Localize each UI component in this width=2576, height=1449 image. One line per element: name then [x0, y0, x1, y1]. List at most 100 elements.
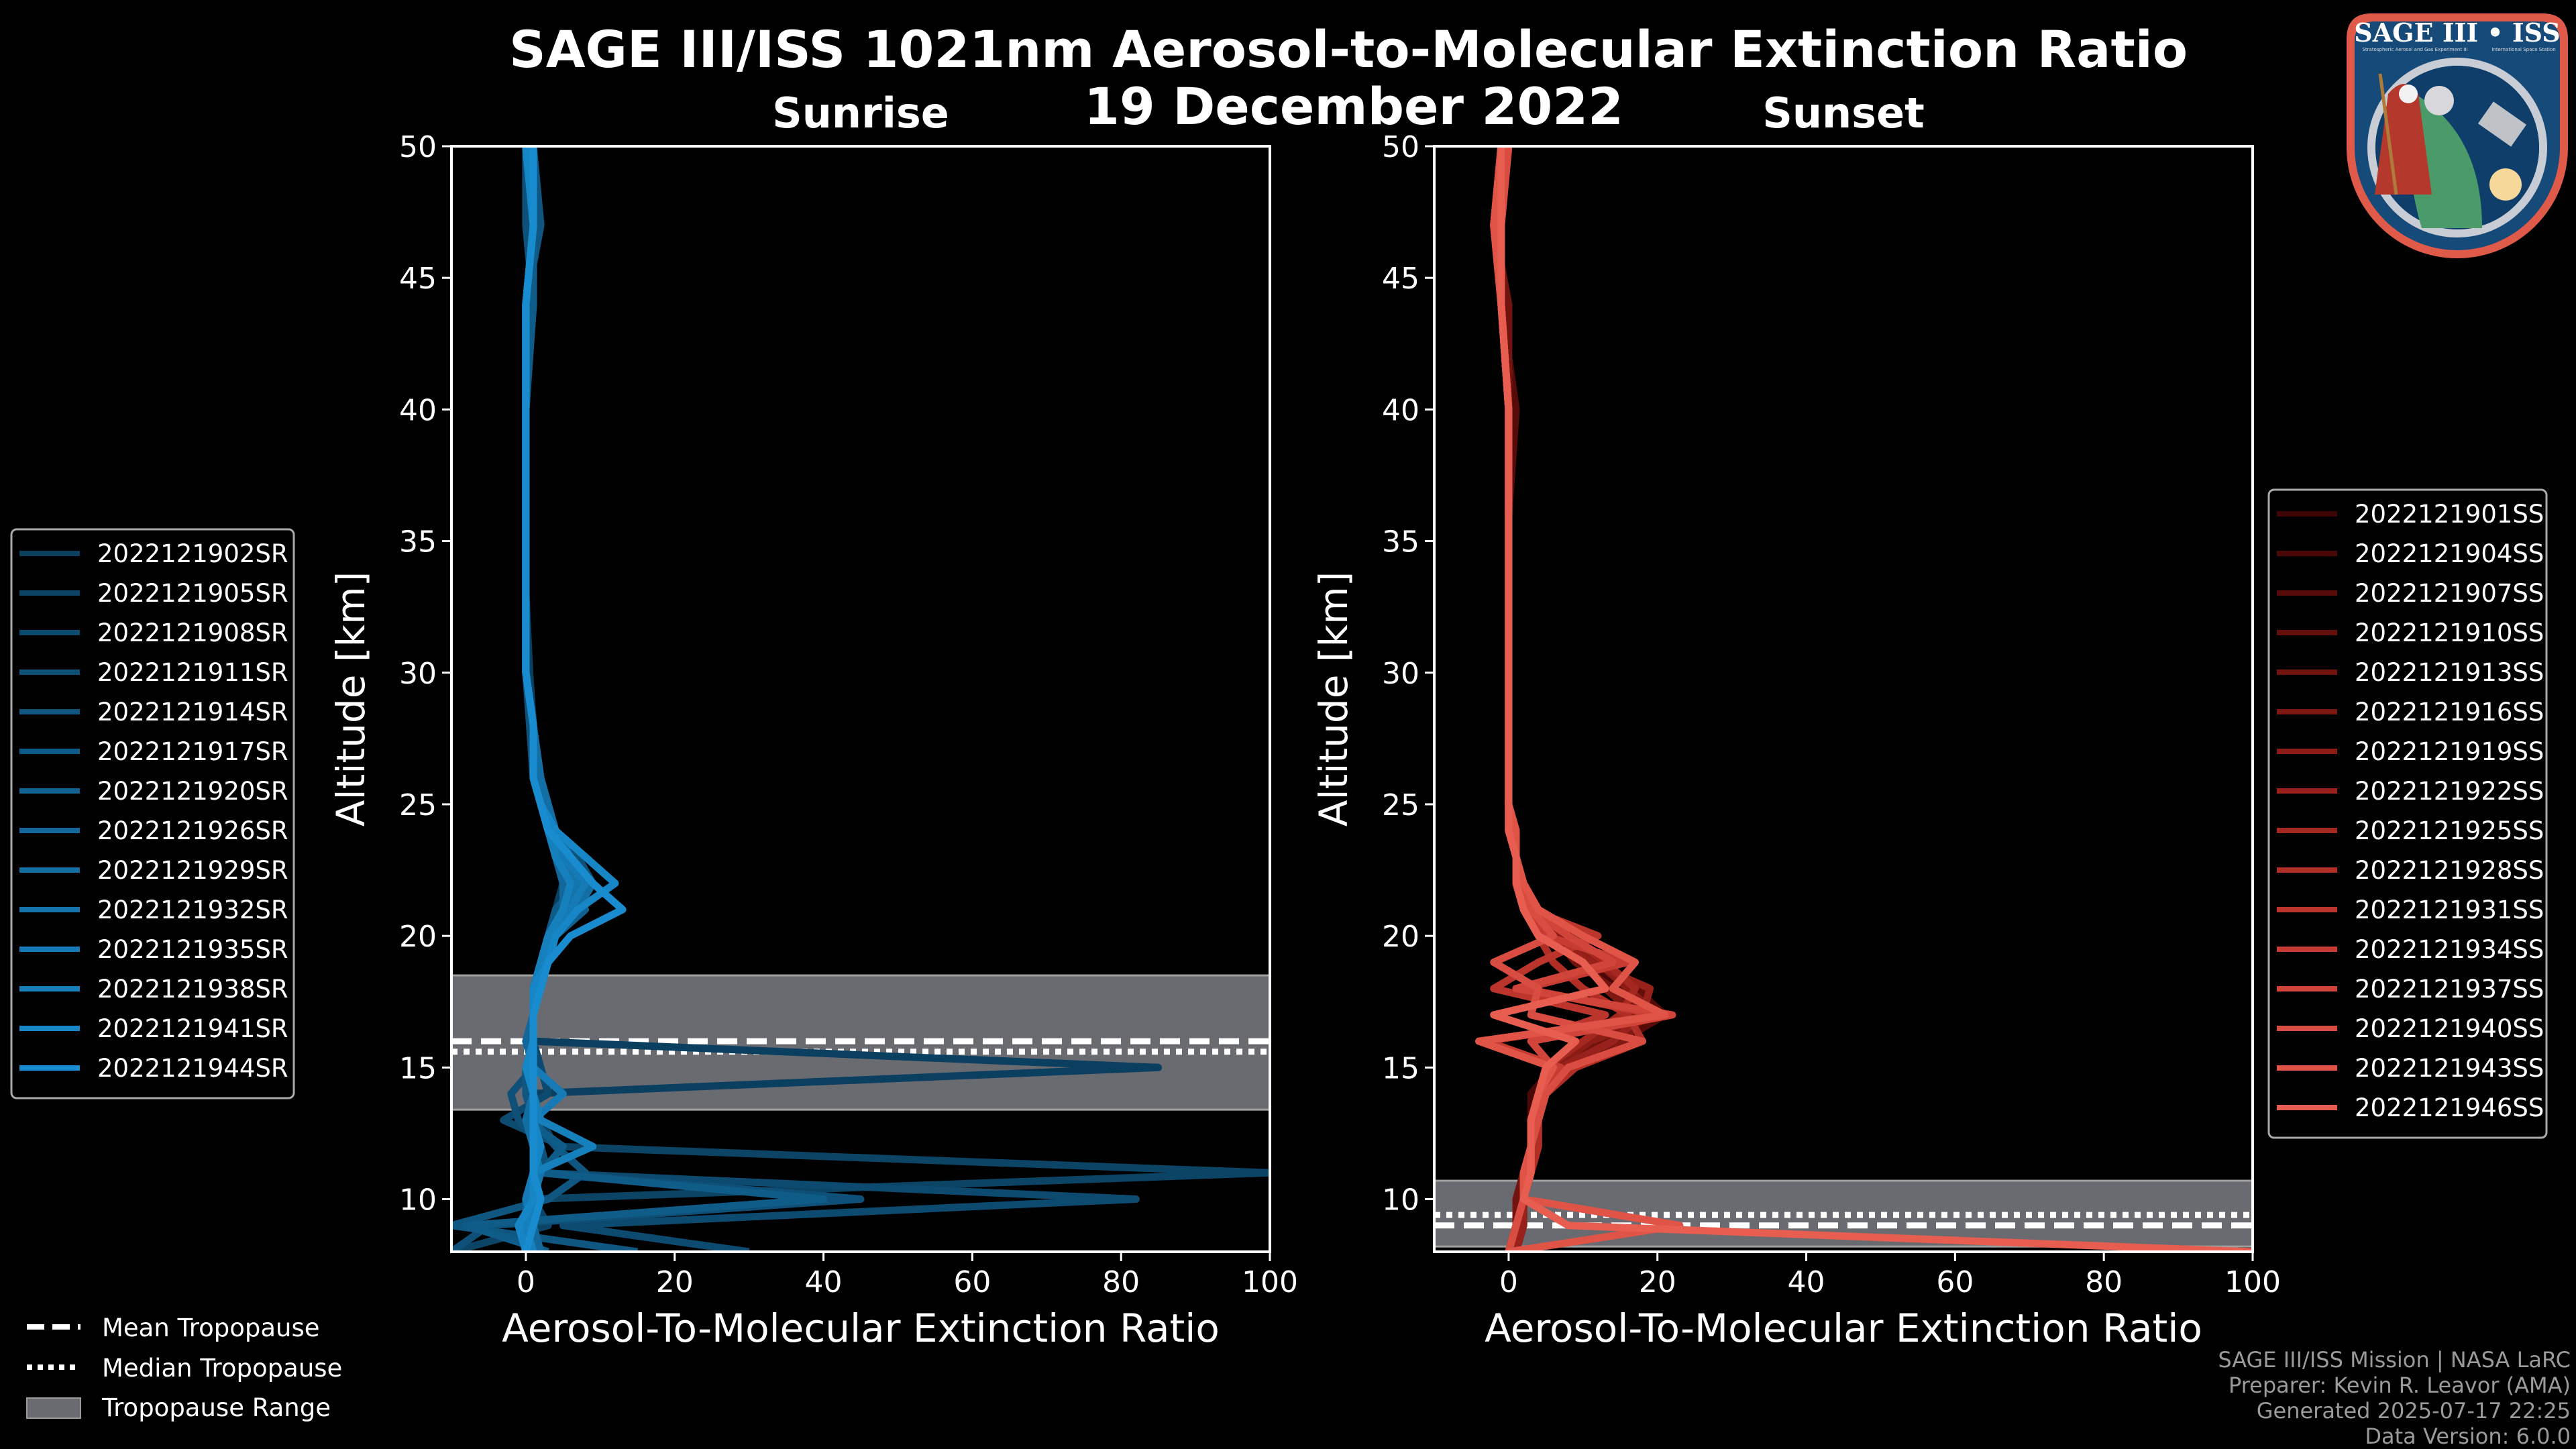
legend-entry-label: 2022121902SR [97, 539, 288, 568]
x-tick-label: 40 [805, 1265, 843, 1299]
legend-entry-label: 2022121934SS [2355, 935, 2544, 964]
y-tick-label: 45 [399, 262, 437, 296]
y-tick-label: 15 [1382, 1051, 1419, 1085]
legend-entry-label: 2022121925SS [2355, 816, 2544, 845]
x-tick-label: 100 [2224, 1265, 2281, 1299]
x-tick-label: 20 [1639, 1265, 1676, 1299]
profile-line-2022121901SS [1490, 146, 1654, 1252]
legend-entry-label: 2022121946SS [2355, 1093, 2544, 1122]
profile-line-2022121925SS [1490, 146, 1639, 1252]
legend-entry-label: 2022121940SS [2355, 1014, 2544, 1043]
x-axis-label: Aerosol-To-Molecular Extinction Ratio [502, 1305, 1220, 1351]
tropopause-range-swatch [26, 1397, 81, 1419]
profile-line-2022121937SS [1490, 146, 1676, 1252]
median-tropopause-label: Median Tropopause [102, 1354, 342, 1383]
footer-data-version: Data Version: 6.0.0 [2365, 1424, 2571, 1449]
y-tick-label: 40 [1382, 393, 1419, 427]
y-tick-label: 20 [399, 920, 437, 954]
sunrise-panel-title: Sunrise [772, 89, 949, 138]
legend-entry-label: 2022121929SR [97, 856, 288, 885]
y-tick-label: 30 [399, 657, 437, 691]
y-tick-label: 10 [399, 1183, 437, 1218]
y-axis-label: Altitude [km] [1311, 572, 1356, 826]
profile-line-2022121913SS [1490, 146, 1654, 1252]
y-axis-label: Altitude [km] [328, 572, 374, 826]
legend-entry-label: 2022121937SS [2355, 975, 2544, 1004]
y-tick-label: 35 [1382, 525, 1419, 559]
profile-line-2022121907SS [1490, 146, 1669, 1252]
legend-entry-label: 2022121904SS [2355, 539, 2544, 568]
x-tick-label: 80 [1102, 1265, 1140, 1299]
legend-entry-label: 2022121943SS [2355, 1054, 2544, 1083]
y-tick-label: 45 [1382, 262, 1419, 296]
sunset-plot: 0 20 40 60 80 100 10 15 20 25 30 35 40 45 50 Aerosol-To… [1311, 130, 2281, 1351]
legend-entry-label: 2022121938SR [97, 975, 288, 1004]
profile-line-2022121904SS [1497, 146, 1662, 1252]
sunset-panel-title: Sunset [1762, 89, 1925, 138]
y-tick-label: 35 [399, 525, 437, 559]
footer-credits: SAGE III/ISS Mission | NASA LaRC Prepare… [2218, 1347, 2571, 1449]
y-tick-label: 50 [399, 130, 437, 164]
legend-entry-label: 2022121928SS [2355, 856, 2544, 885]
profile-line-2022121928SS [1497, 146, 1646, 1252]
legend-entry-label: 2022121932SR [97, 896, 288, 924]
legend-entry-label: 2022121926SR [97, 816, 288, 845]
legend-entry-label: 2022121910SS [2355, 619, 2544, 647]
y-tick-label: 30 [1382, 657, 1419, 691]
legend-box [10, 528, 295, 1099]
x-axis-label: Aerosol-To-Molecular Extinction Ratio [1485, 1305, 2202, 1351]
profile-line-2022121916SS [1497, 146, 1639, 1252]
sunrise-legend: 2022121902SR 2022121905SR 2022121908SR 2022… [10, 528, 295, 1099]
legend-entry-label: 2022121922SS [2355, 777, 2544, 806]
profile-line-2022121944SR [522, 146, 627, 1252]
y-tick-label: 25 [399, 788, 437, 822]
sage-iii-iss-logo: SAGE III • ISS Stratospheric Aerosol and… [2347, 13, 2568, 258]
legend-entry-label: 2022121911SR [97, 658, 288, 687]
legend-entry-label: 2022121931SS [2355, 896, 2544, 924]
footer-generated: Generated 2025-07-17 22:25 [2257, 1398, 2571, 1424]
y-tick-label: 15 [399, 1051, 437, 1085]
figure-date: 19 December 2022 [1084, 76, 1623, 136]
legend-entry-label: 2022121914SR [97, 698, 288, 727]
logo-title: SAGE III • ISS [2354, 17, 2560, 48]
profile-line-2022121946SS [1490, 146, 2253, 1252]
legend-entry-label: 2022121916SS [2355, 698, 2544, 727]
profile-line-2022121922SS [1497, 146, 1654, 1252]
legend-entry-label: 2022121905SR [97, 579, 288, 608]
legend-entry-label: 2022121941SR [97, 1014, 288, 1043]
y-tick-label: 50 [1382, 130, 1419, 164]
footer-preparer: Preparer: Kevin R. Leavor (AMA) [2229, 1373, 2571, 1398]
logo-subtitle-left: Stratospheric Aerosol and Gas Experiment… [2362, 47, 2467, 52]
x-tick-label: 0 [1499, 1265, 1518, 1299]
logo-subtitle-right: International Space Station [2491, 47, 2555, 52]
legend-entry-label: 2022121913SS [2355, 658, 2544, 687]
x-tick-label: 100 [1242, 1265, 1298, 1299]
y-tick-label: 10 [1382, 1183, 1419, 1218]
y-tick-label: 40 [399, 393, 437, 427]
sunrise-plot: 0 20 40 60 80 100 10 15 20 25 30 35 40 45 50 Aerosol-To… [328, 130, 1298, 1351]
legend-entry-label: 2022121917SR [97, 737, 288, 766]
x-tick-label: 60 [1936, 1265, 1974, 1299]
profile-line-2022121919SS [1490, 146, 1662, 1252]
legend-entry-label: 2022121908SR [97, 619, 288, 647]
legend-entry-label: 2022121944SR [97, 1054, 288, 1083]
x-tick-label: 20 [656, 1265, 694, 1299]
tropopause-legend: Mean Tropopause Median Tropopause Tropop… [26, 1313, 342, 1422]
profile-line-2022121940SS [1490, 146, 1646, 1252]
tropopause-range-label: Tropopause Range [101, 1393, 331, 1422]
x-tick-label: 40 [1788, 1265, 1825, 1299]
legend-entry-label: 2022121935SR [97, 935, 288, 964]
legend-entry-label: 2022121919SS [2355, 737, 2544, 766]
x-tick-label: 60 [953, 1265, 991, 1299]
legend-box [2267, 488, 2548, 1139]
legend-entry-label: 2022121901SS [2355, 500, 2544, 529]
sunset-legend: 2022121901SS 2022121904SS 2022121907SS 2022… [2267, 488, 2548, 1139]
y-tick-label: 20 [1382, 920, 1419, 954]
mean-tropopause-label: Mean Tropopause [102, 1313, 320, 1342]
y-tick-label: 25 [1382, 788, 1419, 822]
axes-frame [450, 145, 1271, 1253]
footer-mission: SAGE III/ISS Mission | NASA LaRC [2218, 1347, 2571, 1373]
legend-entry-label: 2022121907SS [2355, 579, 2544, 608]
profile-line-2022121910SS [1497, 146, 1646, 1252]
